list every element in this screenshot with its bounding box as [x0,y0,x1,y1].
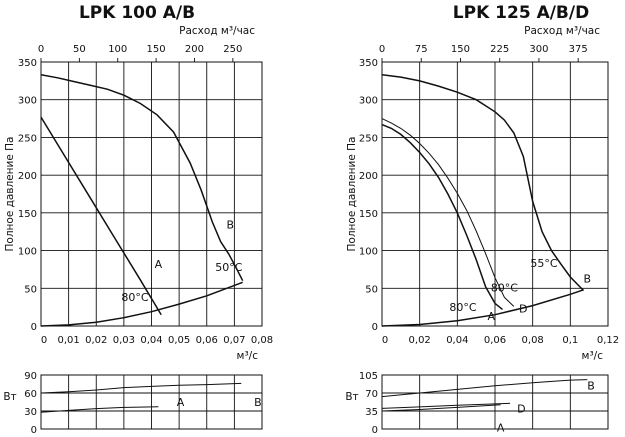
chart1-flow-tick-label: 150 [147,44,166,55]
chart1-x-tick-label: 0,05 [168,335,190,346]
chart2-power-y-axis-label: Вт [345,391,358,403]
chart2-curve-b [381,74,585,292]
chart2-title: LPK 125 A/B/D [453,3,589,23]
chart2-y-tick-label: 250 [359,133,378,144]
chart1-y-tick-label: 0 [31,322,37,333]
chart1-annotation: 80°C [121,291,148,304]
chart1-x-tick-label: 0,04 [140,335,162,346]
chart1-x-tick-label: 0,07 [223,335,245,346]
chart2-flow-tick-label: 0 [379,44,385,55]
chart2-annotation: 80°C [449,301,476,314]
chart1-flow-tick-label: 0 [38,44,44,55]
chart1-power-curve-a [40,406,159,413]
chart2-power-annotation: B [587,379,595,392]
chart2-flow-tick-label: 375 [569,44,588,55]
chart1-power-y-axis-label: Вт [3,391,16,403]
chart1-flow-tick-label: 50 [73,44,86,55]
chart1-x-tick-label: 0,03 [113,335,135,346]
chart2-y-tick-label: 300 [359,96,378,107]
chart1-flow-tick-label: 250 [223,44,242,55]
chart2-flow-tick-label: 75 [415,44,428,55]
chart1-x-tick-label: 0,02 [85,335,107,346]
chart2-x-tick-label: 0,02 [409,335,431,346]
chart1-x-tick-label: 0,08 [251,335,273,346]
chart2-y-tick-label: 200 [359,171,378,182]
chart2-y-tick-label: 150 [359,209,378,220]
chart1-power-y-tick-label: 60 [24,389,37,400]
chart2-power-y-tick-label: 70 [365,389,378,400]
chart1-power-y-tick-label: 30 [24,407,37,418]
chart1-annotation: 50°C [215,261,242,274]
chart1-flow-tick-label: 200 [185,44,204,55]
chart1-annotation: A [155,258,163,271]
chart1-curve-a [40,116,162,316]
chart1-power-y-tick-label: 0 [31,425,37,436]
chart2-x-axis-label: м³/с [582,350,604,362]
chart1-power-curve-b [40,382,242,394]
chart1-annotation: B [226,219,234,232]
chart2-power-curve-d [381,402,511,409]
chart2-flow-tick-label: 150 [451,44,470,55]
chart1-y-tick-label: 300 [18,96,37,107]
chart1-x-axis-label: м³/с [237,350,259,362]
chart1-y-tick-label: 250 [18,133,37,144]
chart2-power-y-tick-label: 105 [359,371,378,382]
chart2-y-axis-label: Полное давление Па [346,137,358,252]
chart1-power-y-tick-label: 90 [24,371,37,382]
chart1-x-tick-label: 0 [41,335,47,346]
chart2-annotation: 55°C [530,257,557,270]
chart1-y-axis-label: Полное давление Па [4,137,16,252]
chart2-power-annotation: D [517,402,525,415]
chart2-power-curve-a [381,404,501,412]
chart1-curve-b [40,74,244,282]
chart1-y-tick-label: 100 [18,247,37,258]
chart2-curve-a [381,123,503,310]
chart2-power-frame [381,374,609,430]
chart2-x-tick-label: 0,1 [562,335,578,346]
chart2-x-tick-label: 0,12 [597,335,619,346]
chart2-power-y-tick-label: 0 [372,425,378,436]
chart2-annotation: D [519,302,527,315]
chart2-plot-frame [381,61,609,327]
chart2-y-tick-label: 350 [359,58,378,69]
chart1-flow-tick-label: 100 [108,44,127,55]
chart2-flow-tick-label: 225 [490,44,509,55]
chart2-power-y-tick-label: 35 [365,407,378,418]
chart1-x-tick-label: 0,06 [196,335,218,346]
chart2-x-tick-label: 0,06 [484,335,506,346]
chart1-flow-axis-label: Расход м³/час [179,25,255,37]
chart2-x-tick-label: 0,04 [446,335,468,346]
chart2-flow-axis-label: Расход м³/час [524,25,600,37]
chart1-plot-frame [40,61,263,327]
chart1-y-tick-label: 200 [18,171,37,182]
chart1-power-annotation: B [254,396,262,409]
chart2-power-curve-b [381,379,588,398]
chart2-annotation: 80°C [491,281,518,294]
chart2-x-tick-label: 0,08 [522,335,544,346]
chart2-power-annotation: A [497,421,505,434]
chart1-power-annotation: A [177,396,185,409]
chart1-title: LPK 100 A/B [79,3,195,23]
chart2-annotation: A [487,310,495,323]
chart2-y-tick-label: 0 [372,322,378,333]
chart1-y-tick-label: 350 [18,58,37,69]
chart2-y-tick-label: 50 [365,284,378,295]
chart2-flow-tick-label: 300 [529,44,548,55]
chart2-curve-d [381,118,515,307]
chart1-curve-system [40,281,243,327]
chart2-y-tick-label: 100 [359,247,378,258]
chart1-y-tick-label: 50 [24,284,37,295]
chart1-x-tick-label: 0,01 [57,335,79,346]
chart1-y-tick-label: 150 [18,209,37,220]
chart2-curve-system [381,289,584,327]
chart2-annotation: B [584,272,592,285]
chart2-x-tick-label: 0 [382,335,388,346]
chart1-power-frame [40,374,263,430]
